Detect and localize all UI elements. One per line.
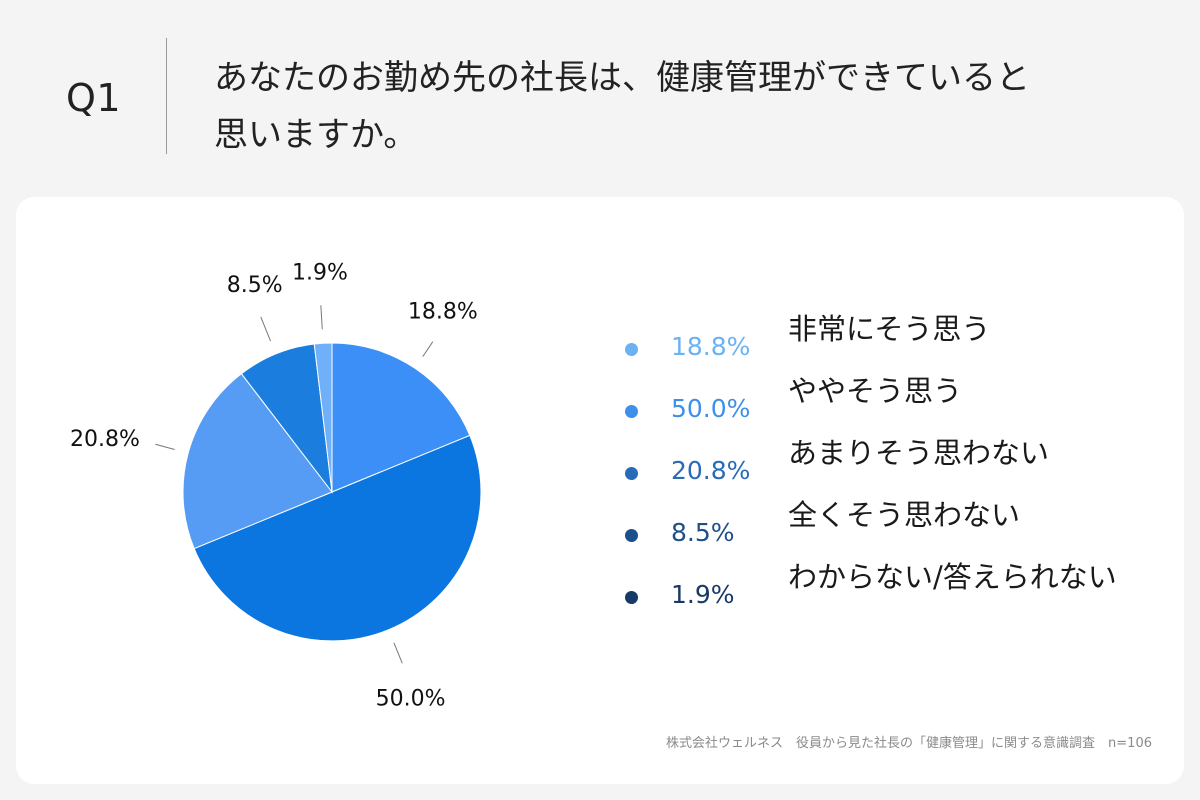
question-text: あなたのお勤め先の社長は、健康管理ができていると 思いますか。 <box>214 58 1030 155</box>
pie-slice-dont-know <box>313 342 333 493</box>
legend-value: 20.8% <box>671 456 751 485</box>
legend-label: 非常にそう思う <box>788 312 991 346</box>
pie-chart: 18.8% 50.0% 20.8% 8.5% 1.9% <box>70 260 482 711</box>
legend-value: 8.5% <box>671 518 735 547</box>
leader-line-dont-know <box>320 305 323 330</box>
legend-item-dont-know: 1.9% わからない/答えられない <box>622 555 1162 617</box>
legend-label: ややそう思う <box>788 374 963 408</box>
legend-item-strongly-agree: 18.8% 非常にそう思う <box>622 307 1162 369</box>
legend-label: 全くそう思わない <box>788 498 1021 532</box>
leader-line-strongly-agree <box>422 341 434 357</box>
legend-dot-icon <box>625 529 638 542</box>
legend-dot-icon <box>625 405 638 418</box>
chart-card: 18.8% 50.0% 20.8% 8.5% 1.9% 18.8% 非常にそう思う 50.0… <box>16 197 1184 784</box>
legend-label: わからない/答えられない <box>788 560 1117 594</box>
legend-dot-icon <box>625 591 638 604</box>
legend-item-somewhat-disagree: 20.8% あまりそう思わない <box>622 431 1162 493</box>
pie-label-strongly-agree: 18.8% <box>408 300 478 325</box>
question-number: Q1 <box>66 76 122 120</box>
leader-line-strongly-disagree <box>260 316 272 342</box>
pie-slice-strongly-agree <box>331 342 471 493</box>
legend-value: 1.9% <box>671 580 735 609</box>
legend-dot-icon <box>625 467 638 480</box>
legend-value: 18.8% <box>671 332 751 361</box>
leader-line-somewhat-disagree <box>155 443 175 450</box>
pie-slice-somewhat-disagree <box>182 372 333 550</box>
legend-item-somewhat-agree: 50.0% ややそう思う <box>622 369 1162 431</box>
pie-label-somewhat-disagree: 20.8% <box>70 427 140 452</box>
leader-line-somewhat-agree <box>393 642 403 664</box>
legend-item-strongly-disagree: 8.5% 全くそう思わない <box>622 493 1162 555</box>
legend-value: 50.0% <box>671 394 751 423</box>
header-divider <box>166 38 167 154</box>
pie-label-somewhat-agree: 50.0% <box>376 686 446 711</box>
legend: 18.8% 非常にそう思う 50.0% ややそう思う 20.8% あまりそう思わない 8.5… <box>622 307 1162 617</box>
pie-slice-somewhat-agree <box>193 434 482 642</box>
legend-label: あまりそう思わない <box>788 436 1050 470</box>
legend-dot-icon <box>625 343 638 356</box>
pie-label-dont-know: 1.9% <box>292 260 348 285</box>
pie-label-strongly-disagree: 8.5% <box>227 273 283 298</box>
source-note: 株式会社ウェルネス 役員から見た社長の「健康管理」に関する意識調査 n=106 <box>666 736 1152 751</box>
